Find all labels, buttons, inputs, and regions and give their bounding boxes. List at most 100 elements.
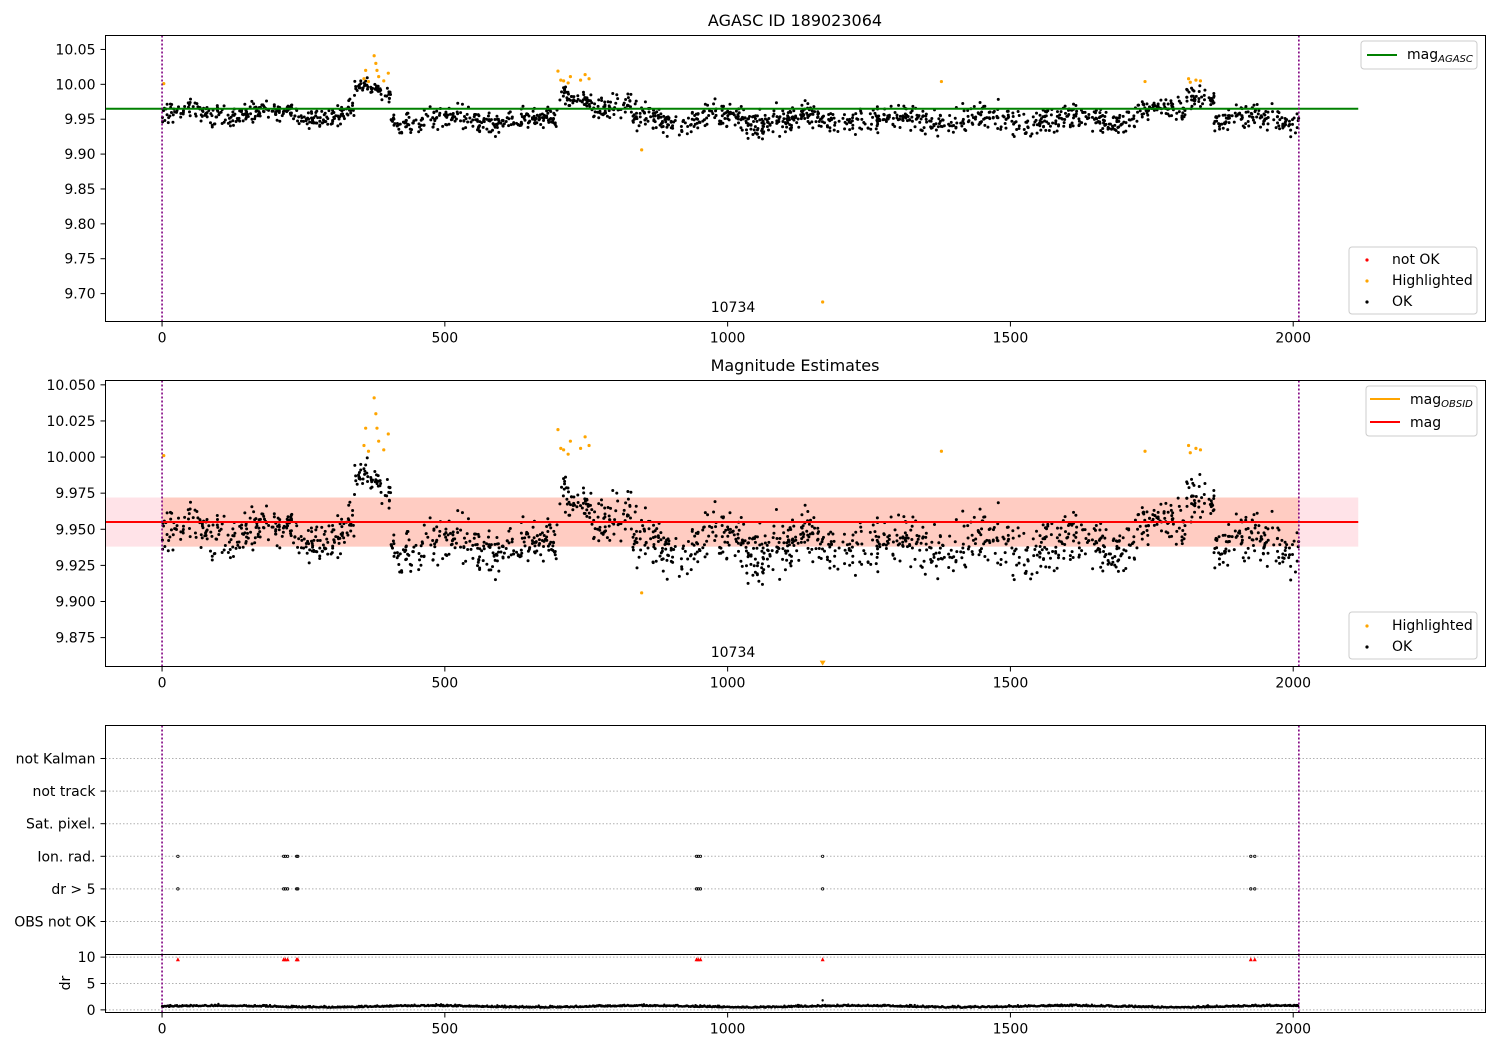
ok-point <box>1211 503 1215 507</box>
ok-point <box>706 103 710 107</box>
ok-point <box>1062 121 1066 125</box>
ok-point <box>240 523 244 527</box>
ok-point <box>739 126 743 130</box>
ok-point <box>331 118 335 122</box>
ok-point <box>628 503 632 507</box>
ok-point <box>605 536 609 540</box>
ok-point <box>362 467 366 471</box>
ok-point <box>810 120 814 124</box>
ok-point <box>1111 538 1115 542</box>
ok-point <box>948 555 952 559</box>
ok-point <box>1004 542 1008 546</box>
ok-point <box>1102 550 1106 554</box>
ok-point <box>608 518 612 522</box>
ok-point <box>1077 546 1081 550</box>
ok-point <box>669 546 673 550</box>
ok-point <box>893 528 897 532</box>
ok-point <box>1215 115 1219 119</box>
ok-point <box>875 118 879 122</box>
ok-point <box>289 515 293 519</box>
ok-point <box>307 126 311 130</box>
ok-point <box>910 546 914 550</box>
ok-point <box>750 115 754 119</box>
ok-point <box>1253 110 1257 114</box>
ok-point <box>272 512 276 516</box>
ok-point <box>340 517 344 521</box>
ok-point <box>841 540 845 544</box>
ok-point <box>832 128 836 132</box>
ok-point <box>312 116 316 120</box>
ok-point <box>1137 103 1141 107</box>
legend-mag-label2: mag <box>1410 415 1441 431</box>
ok-point <box>974 537 978 541</box>
highlighted-point <box>939 449 944 453</box>
ok-point <box>350 513 354 517</box>
legend2-ok: OK <box>1392 639 1413 655</box>
ok-point <box>818 542 822 546</box>
ok-point <box>713 116 717 120</box>
ok-point <box>616 499 620 503</box>
ok-point <box>562 477 566 481</box>
ok-point <box>1215 537 1219 541</box>
ok-point <box>817 547 821 551</box>
ok-point <box>767 540 771 544</box>
ok-point <box>398 131 402 135</box>
ok-point <box>417 552 421 556</box>
ok-point <box>923 572 927 576</box>
ok-point <box>1015 128 1019 132</box>
ok-point <box>1171 511 1175 515</box>
ok-point <box>869 552 873 556</box>
ok-point <box>488 546 492 550</box>
ok-point <box>545 109 549 113</box>
ok-point <box>1238 531 1242 535</box>
ok-point <box>1035 553 1039 557</box>
ok-point <box>246 536 250 540</box>
ok-point <box>1114 128 1118 132</box>
ok-point <box>744 128 748 132</box>
ok-point <box>626 497 630 501</box>
ok-point <box>1193 102 1197 106</box>
ok-point <box>983 555 987 559</box>
ok-point <box>1287 119 1291 123</box>
ok-point <box>1177 110 1181 114</box>
ok-point <box>1074 531 1078 535</box>
ok-point <box>1140 537 1144 541</box>
ok-point <box>547 120 551 124</box>
ok-point <box>789 110 793 114</box>
ok-point <box>1187 90 1191 94</box>
ok-point <box>806 538 810 542</box>
ok-point <box>643 100 647 104</box>
ok-point <box>286 524 290 528</box>
ok-point <box>568 513 572 517</box>
ok-point <box>575 99 579 103</box>
ok-point <box>446 533 450 537</box>
ok-point <box>624 501 628 505</box>
ok-point <box>227 116 231 120</box>
ok-point <box>590 522 594 526</box>
ok-point <box>611 91 615 95</box>
ok-point <box>512 549 516 553</box>
ok-point <box>1223 113 1227 117</box>
ok-point <box>882 117 886 121</box>
ok-point <box>1044 565 1048 569</box>
ok-point <box>1035 529 1039 533</box>
ok-point <box>703 102 707 106</box>
ok-point <box>1190 86 1194 90</box>
ok-point <box>1075 109 1079 113</box>
ok-point <box>444 110 448 114</box>
ok-point <box>746 555 750 559</box>
ok-point <box>562 91 566 95</box>
ok-point <box>790 115 794 119</box>
ok-point <box>1244 110 1248 114</box>
ok-point <box>1034 544 1038 548</box>
ok-point <box>375 88 379 92</box>
ok-point <box>1192 498 1196 502</box>
ok-point <box>316 116 320 120</box>
ok-point <box>376 474 380 478</box>
ok-point <box>1202 501 1206 505</box>
ok-point <box>1244 551 1248 555</box>
ok-point <box>359 468 363 472</box>
ok-point <box>765 543 769 547</box>
ok-point <box>546 111 550 115</box>
ok-point <box>249 530 253 534</box>
